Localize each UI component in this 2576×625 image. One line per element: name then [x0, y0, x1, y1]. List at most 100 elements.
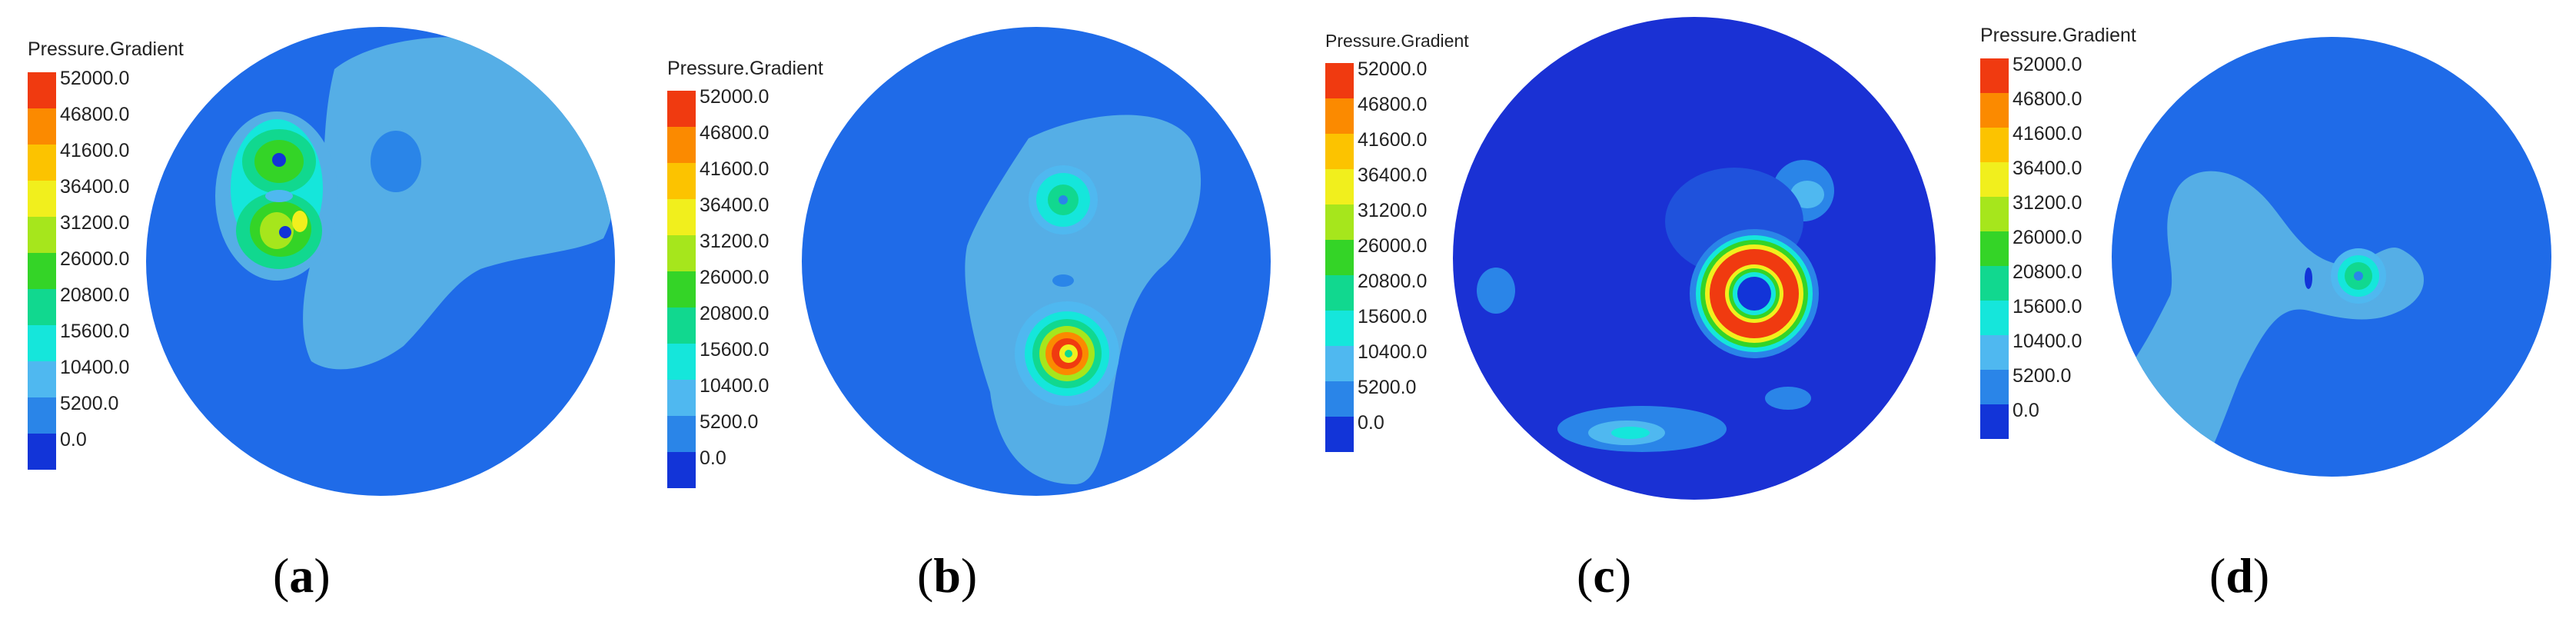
legend-swatch: [28, 434, 56, 470]
legend-tick-label: 10400.0: [1358, 341, 1428, 363]
contour-region: [303, 37, 615, 370]
legend-swatch: [667, 127, 696, 163]
legend-tick-label: 31200.0: [2013, 192, 2082, 214]
legend-swatch: [1325, 381, 1354, 417]
legend-tick-label: 31200.0: [60, 212, 130, 234]
legend-tick-label: 15600.0: [700, 339, 769, 361]
legend-title: Pressure.Gradient: [1325, 31, 1469, 51]
legend-tick-label: 36400.0: [2013, 158, 2082, 179]
legend-swatch: [1325, 417, 1354, 452]
legend-swatch: [667, 199, 696, 235]
legend-tick-label: 36400.0: [1358, 165, 1428, 186]
legend-tick-label: 10400.0: [60, 357, 130, 378]
legend-tick-label: 41600.0: [1358, 129, 1428, 151]
legend-tick-label: 5200.0: [2013, 365, 2072, 387]
legend-tick-label: 15600.0: [2013, 296, 2082, 317]
legend-swatch: [1325, 169, 1354, 204]
legend-swatch: [1980, 266, 2009, 301]
legend-tick-label: 46800.0: [700, 122, 769, 144]
legend-swatch: [667, 344, 696, 380]
contour-region: [1065, 350, 1072, 357]
legend-tick-label: 0.0: [2013, 400, 2039, 421]
legend-tick-label: 46800.0: [1358, 94, 1428, 115]
legend-tick-label: 46800.0: [60, 104, 130, 125]
legend-tick-label: 31200.0: [1358, 200, 1428, 221]
contour-region: [292, 211, 307, 232]
legend-tick-label: 52000.0: [2013, 54, 2082, 75]
legend-tick-label: 41600.0: [700, 158, 769, 180]
legend-swatch: [667, 416, 696, 452]
legend-tick-label: 10400.0: [700, 375, 769, 397]
legend-swatch: [1980, 197, 2009, 231]
legend-swatch: [28, 145, 56, 181]
contour-region: [1611, 427, 1650, 439]
legend-tick-label: 15600.0: [60, 321, 130, 342]
legend-title: Pressure.Gradient: [1980, 25, 2136, 46]
legend-title: Pressure.Gradient: [28, 38, 184, 60]
legend-tick-label: 26000.0: [60, 248, 130, 270]
legend-swatch: [1980, 231, 2009, 266]
legend-tick-label: 5200.0: [700, 411, 759, 433]
legend-swatch: [1980, 335, 2009, 370]
legend-tick-label: 41600.0: [2013, 123, 2082, 145]
legend-tick-label: 5200.0: [60, 393, 119, 414]
legend-swatch: [28, 108, 56, 145]
legend-tick-label: 52000.0: [1358, 58, 1428, 80]
legend-swatch: [1980, 404, 2009, 439]
panel-d: Pressure.Gradient (d) 52000.0 46800.0 4160…: [1933, 0, 2576, 625]
legend-swatch: [667, 308, 696, 344]
legend-swatch: [1980, 370, 2009, 404]
contour-region: [1059, 195, 1068, 204]
legend-swatch: [1325, 346, 1354, 381]
contour-region: [965, 115, 1202, 484]
legend-swatch: [1325, 240, 1354, 275]
legend-tick-label: 41600.0: [60, 140, 130, 161]
legend-swatch: [28, 397, 56, 434]
legend-title: Pressure.Gradient: [667, 58, 823, 79]
legend-swatch: [1325, 311, 1354, 346]
legend-swatch: [667, 271, 696, 308]
legend-tick-label: 26000.0: [1358, 235, 1428, 257]
legend-swatch: [667, 452, 696, 488]
contour-region: [1477, 268, 1515, 314]
legend-swatch: [28, 217, 56, 253]
panel-caption: (a): [273, 548, 331, 603]
contour-region: [2112, 171, 2424, 477]
legend-swatch: [667, 235, 696, 271]
legend-tick-label: 20800.0: [2013, 261, 2082, 283]
legend-swatch: [1325, 204, 1354, 240]
legend-swatch: [1325, 98, 1354, 134]
contour-region: [1790, 181, 1824, 208]
legend-tick-label: 31200.0: [700, 231, 769, 252]
legend-tick-label: 36400.0: [60, 176, 130, 198]
legend-tick-label: 15600.0: [1358, 306, 1428, 327]
contour-region: [260, 212, 294, 249]
legend-tick-label: 46800.0: [2013, 88, 2082, 110]
legend-swatch: [667, 163, 696, 199]
contour-region: [2354, 271, 2363, 281]
legend-tick-label: 26000.0: [2013, 227, 2082, 248]
contour-region: [1765, 387, 1811, 410]
panel-caption: (c): [1577, 548, 1632, 603]
contour-region: [1052, 274, 1074, 287]
legend-tick-label: 20800.0: [60, 284, 130, 306]
legend-swatch: [1325, 134, 1354, 169]
contour-disc-d: [2112, 37, 2551, 477]
legend-swatch: [1980, 93, 2009, 128]
legend-swatch: [1325, 63, 1354, 98]
legend-swatch: [667, 91, 696, 127]
legend-tick-label: 5200.0: [1358, 377, 1417, 398]
legend-swatch: [28, 253, 56, 289]
legend-swatch: [28, 72, 56, 108]
contour-region: [279, 226, 291, 238]
legend-swatch: [1980, 58, 2009, 93]
legend-swatch: [1980, 128, 2009, 162]
legend-swatch: [1325, 275, 1354, 311]
legend-tick-label: 52000.0: [700, 86, 769, 108]
legend-tick-label: 0.0: [700, 447, 726, 469]
legend-tick-label: 20800.0: [700, 303, 769, 324]
legend-swatch: [1980, 162, 2009, 197]
contour-region: [272, 153, 286, 167]
legend-swatch: [28, 361, 56, 397]
panel-caption: (d): [2209, 548, 2270, 603]
